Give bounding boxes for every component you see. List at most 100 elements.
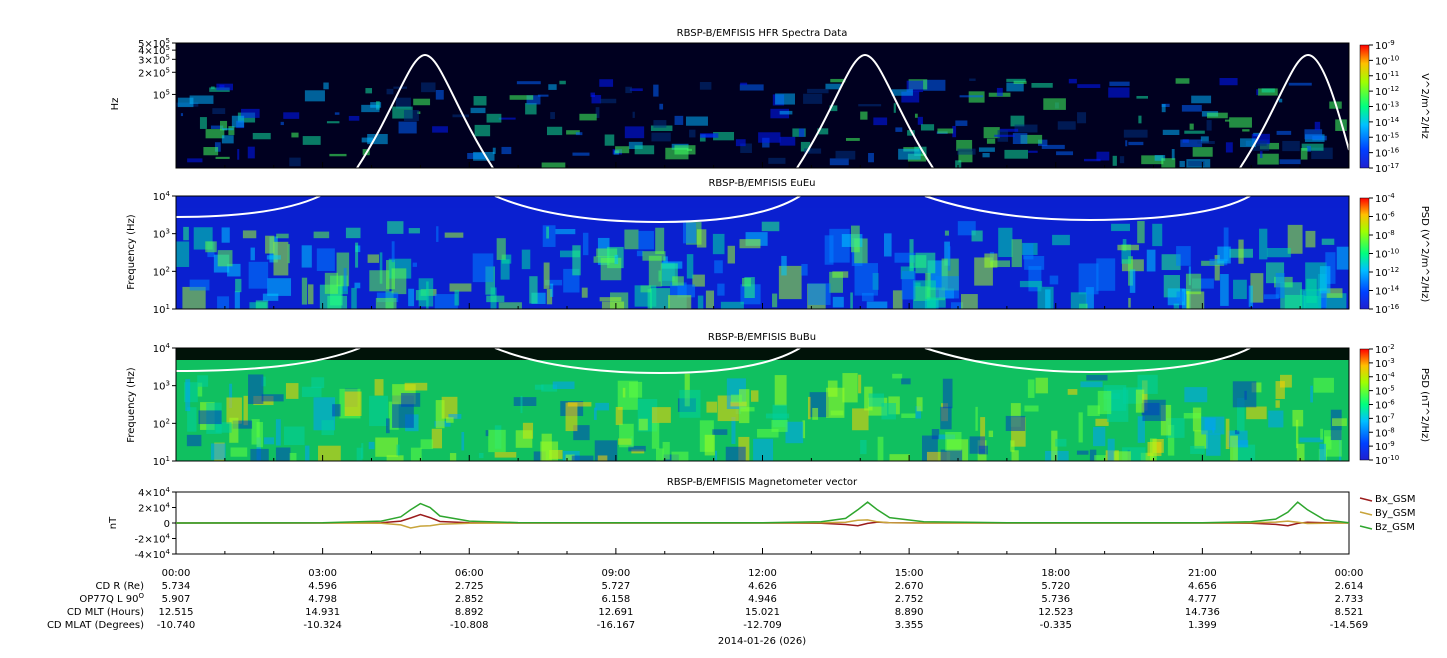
spectrogram-cell [1292, 409, 1304, 427]
spectrogram-cell [679, 389, 701, 418]
series-line-by_gsm [176, 519, 1350, 529]
spectrogram-cell [280, 121, 284, 126]
spectrogram-cell [956, 139, 973, 151]
spectrogram-cell [1179, 160, 1185, 168]
ephemeris-value: -10.740 [157, 620, 196, 631]
spectrogram-cell [1306, 145, 1311, 152]
spectrogram-cell [546, 226, 550, 239]
spectrogram-cell [1020, 134, 1043, 144]
spectrogram-cell [515, 430, 533, 448]
colorbar-tick-label: 10-6 [1375, 399, 1395, 412]
spectrogram-cell [1057, 121, 1076, 130]
spectrogram-cell [651, 422, 660, 449]
spectrogram-cell [1094, 455, 1107, 461]
spectrogram-cell [1070, 292, 1087, 309]
y-tick-label: 105 [153, 88, 170, 101]
spectrogram-cell [1250, 273, 1264, 303]
spectrogram-cell [1197, 140, 1215, 144]
spectrogram-cell [1306, 278, 1317, 303]
spectrogram-cell [596, 248, 618, 258]
spectrogram-cell [699, 82, 712, 90]
panel-bubu-spectrogram [176, 348, 1349, 461]
spectrogram-cell [242, 230, 257, 239]
spectrogram-cell [625, 86, 633, 94]
spectrogram-cell [1137, 374, 1158, 394]
spectrogram-cell [1184, 387, 1208, 403]
spectrogram-cell [361, 137, 373, 143]
spectrogram-cell [850, 225, 860, 253]
spectrogram-cell [663, 454, 679, 461]
spectrogram-upper-band [176, 348, 1349, 360]
spectrogram-cell [800, 141, 811, 152]
spectrogram-cell [1096, 151, 1110, 161]
spectrogram-cell [883, 233, 892, 257]
spectrogram-cell [917, 116, 923, 125]
spectrogram-cell [368, 441, 375, 450]
spectrogram-cell [559, 250, 581, 258]
spectrogram-cell [572, 245, 581, 276]
panel-eueu-white-curve-3 [924, 195, 1251, 222]
spectrogram-cell [659, 103, 664, 110]
panel-mag-legend: Bx_GSM By_GSM Bz_GSM [1359, 494, 1416, 533]
spectrogram-cell [713, 131, 735, 141]
spectrogram-cell [1191, 278, 1214, 289]
spectrogram-cell [435, 400, 445, 429]
spectrogram-cell [1089, 449, 1097, 461]
spectrogram-cell [1161, 103, 1170, 108]
spectrogram-cell [205, 129, 225, 139]
spectrogram-cell [1266, 247, 1291, 258]
spectrogram-cell [1251, 382, 1262, 393]
spectrogram-cell [740, 82, 748, 86]
spectrogram-cell [591, 95, 602, 104]
spectrogram-cell [1141, 380, 1148, 411]
spectrogram-cell [431, 428, 443, 449]
spectrogram-cell [1128, 297, 1131, 308]
spectrogram-cell [978, 147, 995, 152]
spectrogram-cell [952, 125, 957, 138]
spectrogram-cell [289, 157, 301, 167]
spectrogram-cell [689, 129, 696, 138]
spectrogram-cell [234, 291, 240, 309]
y-tick-label: 101 [153, 455, 170, 468]
spectrogram-cell [638, 418, 648, 431]
ephemeris-value: 5.736 [1041, 594, 1070, 605]
spectrogram-cell [446, 417, 454, 423]
spectrogram-cell [486, 295, 505, 303]
spectrogram-cell [894, 252, 915, 263]
spectrogram-cell [1019, 280, 1043, 288]
spectrogram-cell [486, 113, 502, 123]
spectrogram-cell [311, 377, 325, 389]
spectrogram-cell [1257, 153, 1279, 165]
spectrogram-cell [199, 117, 207, 129]
spectrogram-cell [727, 245, 735, 264]
spectrogram-cell [1154, 155, 1166, 161]
spectrogram-cell [404, 382, 428, 391]
spectrogram-cell [186, 434, 202, 447]
spectrogram-cell [216, 83, 234, 91]
spectrogram-cell [807, 88, 829, 94]
y-tick-label: 103 [153, 380, 170, 393]
spectrogram-cell [600, 257, 622, 281]
spectrogram-cell [365, 88, 373, 94]
spectrogram-cell [648, 255, 662, 287]
spectrogram-cell [345, 227, 361, 239]
spectrogram-cell [391, 241, 395, 263]
spectrogram-cell [391, 268, 407, 295]
spectrogram-cell [516, 81, 541, 85]
spectrogram-cell [1083, 158, 1101, 162]
spectrogram-cell [914, 113, 918, 118]
panel-eueu-white-curve-2 [494, 195, 801, 224]
spectrogram-cell [565, 454, 575, 461]
spectrogram-cell [1248, 285, 1253, 307]
spectrogram-cell [735, 139, 746, 147]
colorbar-tick-label: 10-6 [1375, 211, 1395, 224]
spectrogram-cell [889, 454, 910, 461]
spectrogram-cell [595, 402, 609, 411]
panel-hfr-white-curve-1 [356, 53, 494, 169]
spectrogram-cell [955, 120, 968, 126]
spectrogram-cell [1173, 303, 1180, 309]
spectrogram-cell [807, 396, 811, 420]
spectrogram-cell [957, 148, 976, 155]
spectrogram-cell [1109, 81, 1130, 86]
spectrogram-cell [1180, 139, 1203, 147]
